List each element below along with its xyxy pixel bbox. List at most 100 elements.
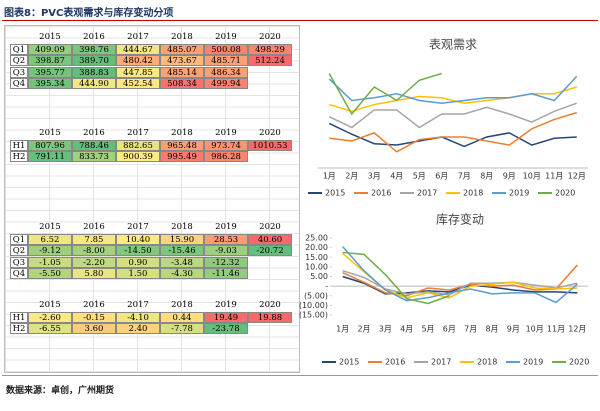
column-header: 2017: [127, 222, 149, 232]
cell: 19.88: [248, 311, 292, 323]
row-label: Q1: [10, 43, 28, 55]
x-tick-label: 8月: [485, 325, 498, 334]
cell: 986.28: [204, 151, 248, 162]
cell: 389.70: [72, 55, 116, 66]
cell: 500.08: [204, 43, 248, 55]
x-tick-label: 9月: [507, 325, 520, 334]
y-tick-label: 20.00: [305, 243, 328, 252]
cell: 973.74: [204, 139, 248, 151]
cell: 28.53: [204, 233, 248, 245]
line: [342, 251, 450, 305]
cell: 398.87: [28, 55, 72, 66]
column-header: 2016: [83, 222, 105, 232]
column-header: 2015: [39, 128, 61, 138]
cell: 485.71: [204, 55, 248, 66]
cell: 485.07: [160, 43, 204, 55]
cell: -14.50: [116, 245, 160, 256]
cell: 788.46: [72, 139, 116, 151]
source: 数据来源：卓创，广州期货: [6, 386, 115, 396]
column-header: 2018: [171, 128, 193, 138]
row-label: Q2: [10, 245, 28, 256]
cell: 6.52: [28, 233, 72, 245]
cell: 791.11: [28, 151, 72, 162]
line: [342, 264, 578, 297]
x-tick-label: 6月: [443, 325, 456, 334]
cell: -6.55: [28, 323, 72, 334]
column-header: 2019: [215, 32, 237, 42]
y-tick-label: 25.00: [305, 234, 328, 243]
line: [328, 122, 577, 148]
column-header: 2020: [259, 32, 281, 42]
row-label: Q4: [10, 78, 28, 89]
cell: 0.44: [160, 311, 204, 323]
cell: -5.50: [28, 268, 72, 279]
cell: 409.09: [28, 43, 72, 55]
cell: -3.48: [160, 256, 204, 268]
cell: 485.14: [160, 66, 204, 78]
line: [328, 102, 578, 129]
cell: 444.67: [116, 43, 160, 55]
row-label: H1: [10, 311, 28, 323]
row-label: H2: [10, 151, 28, 162]
x-tick-label: 12月: [568, 325, 586, 334]
column-header: 2018: [171, 300, 193, 310]
x-tick-label: 12月: [568, 172, 586, 181]
cell: 19.49: [204, 311, 248, 323]
cell: 807.96: [28, 139, 72, 151]
x-tick-label: 4月: [400, 325, 413, 334]
line: [328, 72, 442, 116]
cell: -2.20: [72, 256, 116, 268]
cell: 2.40: [116, 323, 160, 334]
x-tick-label: 5月: [421, 325, 434, 334]
x-tick-label: 11月: [547, 325, 565, 334]
x-tick-label: 4月: [390, 172, 403, 181]
cell: -7.78: [160, 323, 204, 334]
row-label: Q2: [10, 55, 28, 66]
legend-label: 2019: [509, 189, 529, 198]
legend-label: 2015: [339, 358, 359, 367]
x-tick-label: 7月: [464, 325, 477, 334]
x-tick-label: 3月: [368, 172, 381, 181]
cell: 398.76: [72, 43, 116, 55]
cell: 1.50: [116, 268, 160, 279]
cell: -2.60: [28, 311, 72, 323]
legend-label: 2016: [371, 189, 391, 198]
legend-label: 2017: [417, 189, 437, 198]
column-header: 2016: [83, 128, 105, 138]
x-tick-label: 1月: [323, 172, 336, 181]
line: [329, 86, 577, 113]
x-tick-label: 8月: [480, 172, 493, 181]
y-tick-label: 15.00: [305, 253, 328, 262]
column-header: 2019: [215, 300, 237, 310]
column-header: 2015: [39, 32, 61, 42]
cell: -8.00: [72, 245, 116, 256]
cell: 508.34: [160, 78, 204, 89]
cell: 480.42: [116, 55, 160, 66]
column-header: 2020: [259, 300, 281, 310]
row-label: H2: [10, 323, 28, 334]
cell: 995.49: [160, 151, 204, 162]
line: [328, 75, 578, 104]
cell: 833.73: [72, 151, 116, 162]
legend-label: 2015: [325, 189, 345, 198]
row-label: Q3: [10, 66, 28, 78]
y-tick-label: (15.00): [299, 311, 328, 320]
cell: -4.30: [160, 268, 204, 279]
row-label: H1: [10, 139, 28, 151]
x-tick-label: 7月: [458, 172, 471, 181]
cell: 965.48: [160, 139, 204, 151]
cell: 900.39: [116, 151, 160, 162]
column-header: 2019: [215, 128, 237, 138]
cell: 498.29: [248, 43, 292, 55]
column-header: 2016: [83, 32, 105, 42]
cell: 452.54: [116, 78, 160, 89]
x-tick-label: 2月: [345, 172, 358, 181]
legend-label: 2020: [569, 358, 589, 367]
cell: -9.03: [204, 245, 248, 256]
legend-label: 2019: [523, 358, 543, 367]
row-label: Q4: [10, 268, 28, 279]
column-header: 2016: [83, 300, 105, 310]
column-header: 2019: [215, 222, 237, 232]
cell: 1010.53: [248, 139, 292, 151]
